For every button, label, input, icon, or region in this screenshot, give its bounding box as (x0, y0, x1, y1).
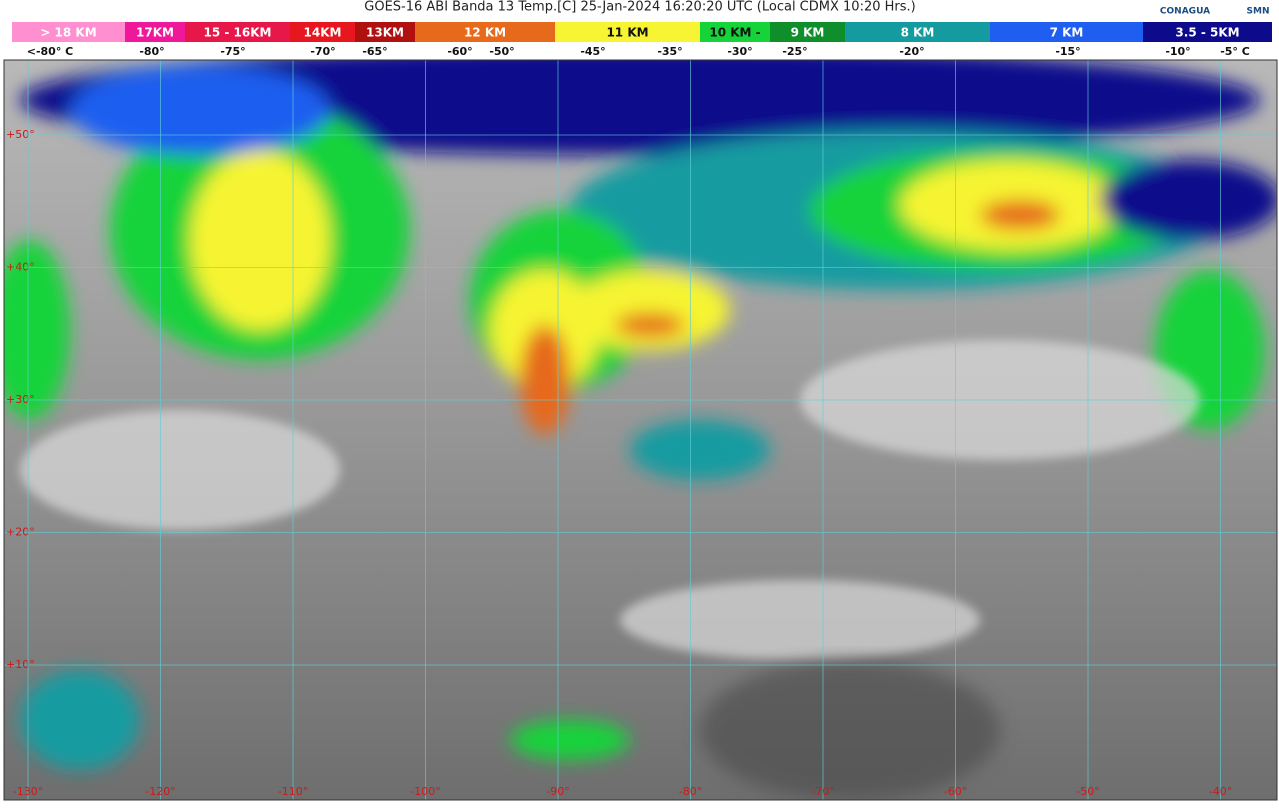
latitude-label: +10° (6, 658, 35, 671)
legend-label: 10 KM - (709, 26, 760, 40)
legend-swatch (555, 22, 700, 42)
low-clouds (20, 340, 1200, 660)
legend-swatch (125, 22, 185, 42)
latitude-label: +40° (6, 261, 35, 274)
title: GOES-16 ABI Banda 13 Temp.[C] 25-Jan-202… (364, 0, 915, 15)
temperature-label: -60° (447, 45, 472, 58)
legend-label: 8 KM (901, 26, 935, 40)
legend-label: 3.5 - 5KM (1175, 26, 1239, 40)
map-frame (3, 59, 1278, 801)
longitude-label: -130° (13, 785, 43, 798)
legend-swatch (845, 22, 990, 42)
temperature-label: -10° (1165, 45, 1190, 58)
longitude-label: -120° (145, 785, 175, 798)
longitude-label: -70° (811, 785, 834, 798)
legend-swatch (700, 22, 770, 42)
temperature-label: -50° (489, 45, 514, 58)
legend-label: 9 KM (791, 26, 825, 40)
temperature-label: -30° (727, 45, 752, 58)
south-america (700, 660, 1000, 800)
longitude-label: -110° (278, 785, 308, 798)
legend-swatch (290, 22, 355, 42)
legend-swatch (185, 22, 290, 42)
legend-swatch (990, 22, 1143, 42)
logo-smn: SMN (1247, 7, 1270, 17)
latitude-label: +50° (6, 128, 35, 141)
cloud-tops (4, 60, 1277, 770)
legend-swatch (355, 22, 415, 42)
legend-swatch (415, 22, 555, 42)
longitude-label: -50° (1076, 785, 1099, 798)
temperature-label: -70° (310, 45, 335, 58)
temperature-label: -5° C (1220, 45, 1250, 58)
temperature-label: -45° (580, 45, 605, 58)
latitude-label: +20° (6, 526, 35, 539)
legend-label: 13KM (366, 26, 404, 40)
longitude-label: -60° (944, 785, 967, 798)
longitude-label: -90° (546, 785, 569, 798)
temperature-label: -65° (362, 45, 387, 58)
latitude-label: +30° (6, 393, 35, 406)
longitude-label: -100° (410, 785, 440, 798)
temperature-label: -15° (1055, 45, 1080, 58)
legend-label: > 18 KM (40, 26, 96, 40)
temperature-label: -75° (220, 45, 245, 58)
temperature-label: -80° (139, 45, 164, 58)
legend-label: 7 KM (1050, 26, 1084, 40)
legend-label: 15 - 16KM (204, 26, 272, 40)
temperature-label: -25° (782, 45, 807, 58)
map: +50° +40° +30° +20° +10° -130° -120° -110° -100°… (4, 60, 1277, 800)
legend-swatch (1143, 22, 1272, 42)
legend-label: 17KM (136, 26, 174, 40)
logo-conagua: CONAGUA (1160, 7, 1210, 17)
legend-swatch (12, 22, 125, 42)
legend-swatch (770, 22, 845, 42)
legend-label: 11 KM (606, 26, 648, 40)
legend-label: 14KM (304, 26, 342, 40)
temperature-label: -20° (899, 45, 924, 58)
longitude-label: -80° (679, 785, 702, 798)
temperature-label: -35° (657, 45, 682, 58)
longitude-label: -40° (1209, 785, 1232, 798)
legend-label: 12 KM (464, 26, 506, 40)
temperature-label: <-80° C (27, 45, 74, 58)
